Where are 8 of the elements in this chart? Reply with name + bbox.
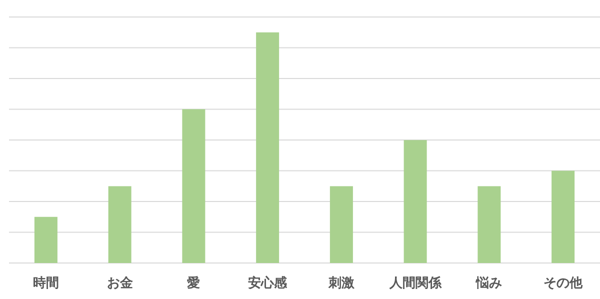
x-tick-label: 愛 bbox=[187, 275, 200, 291]
x-tick-label: 人間関係 bbox=[388, 276, 442, 291]
x-tick-label: お金 bbox=[106, 276, 134, 291]
x-tick-label: 刺激 bbox=[327, 276, 356, 291]
x-tick-label: 悩み bbox=[475, 276, 502, 291]
x-tick-label: 安心感 bbox=[248, 275, 288, 291]
x-tick-label: 時間 bbox=[32, 276, 59, 291]
x-tick-label: その他 bbox=[544, 276, 584, 291]
